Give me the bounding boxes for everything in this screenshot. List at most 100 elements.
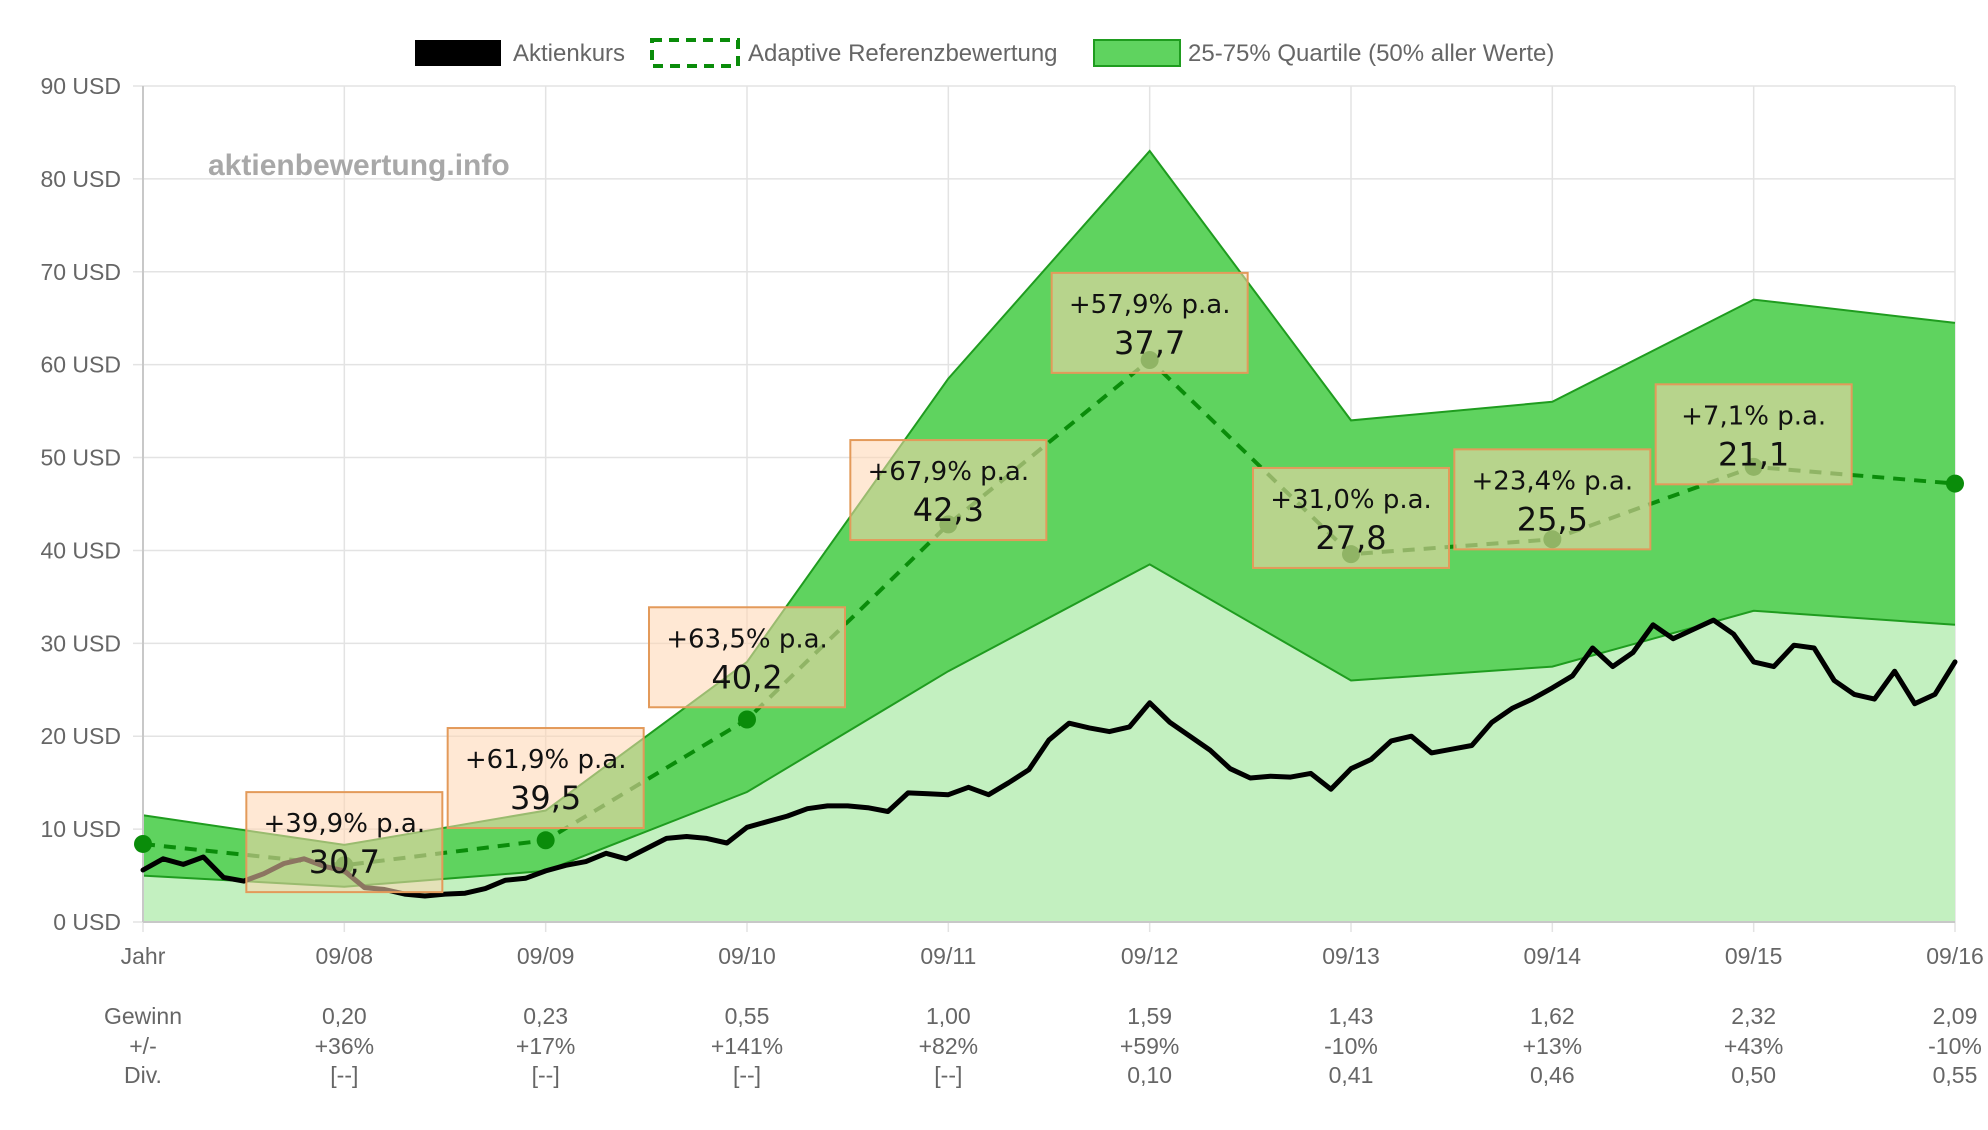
reference-line — [142, 357, 1956, 868]
quartile-band — [143, 151, 1955, 887]
y-tick-label: 40 USD — [40, 537, 121, 563]
y-tick-label: 20 USD — [40, 723, 121, 749]
annotation-rect — [648, 606, 846, 709]
annotation-box: +7,1% p.a. 21,1 — [1654, 383, 1853, 486]
annotation-box: +61,9% p.a. 39,5 — [446, 727, 645, 830]
x-tick-label: Jahr — [121, 943, 166, 969]
annotation-value: 40,2 — [711, 658, 782, 696]
x-tick-label: 09/15 — [1725, 943, 1783, 969]
legend-swatch-solid — [415, 40, 501, 66]
table-cell-div: 0,41 — [1329, 1062, 1374, 1088]
x-tick-label: 09/11 — [920, 943, 976, 969]
annotation-layer: +39,9% p.a. 30,7 +61,9% p.a. 39,5 +63,5% p.a… — [245, 271, 1853, 894]
legend-item[interactable]: 25-75% Quartile (50% aller Werte) — [1093, 39, 1554, 67]
legend-swatch-fill — [1093, 39, 1181, 67]
watermark-text: aktienbewertung.info — [208, 149, 510, 182]
annotation-rect — [849, 439, 1048, 542]
annotation-box: +31,0% p.a. 27,8 — [1252, 466, 1450, 569]
table-cell-gewinn: 2,32 — [1731, 1003, 1776, 1029]
table-cell-gewinn: 0,55 — [725, 1003, 770, 1029]
table-cell-change: -10% — [1324, 1033, 1378, 1059]
annotation-box: +67,9% p.a. 42,3 — [849, 439, 1048, 542]
price-line — [140, 617, 1958, 899]
annotation-rect — [1252, 466, 1450, 569]
legend-item[interactable]: Aktienkurs — [415, 40, 625, 67]
quartile-lower-edge — [142, 563, 1956, 888]
table-cell-div: [--] — [934, 1062, 962, 1088]
table-row-label: Div. — [124, 1062, 162, 1088]
annotation-value: 42,3 — [913, 491, 984, 529]
annotation-value: 27,8 — [1315, 519, 1386, 557]
y-tick-label: 70 USD — [40, 259, 121, 285]
legend-label: Adaptive Referenzbewertung — [748, 40, 1058, 67]
y-tick-label: 10 USD — [40, 816, 121, 842]
reference-point — [1946, 474, 1964, 493]
y-tick-label: 50 USD — [40, 445, 121, 471]
legend[interactable]: Aktienkurs Adaptive Referenzbewertung 25-7… — [415, 38, 1554, 68]
table-cell-change: +17% — [516, 1033, 575, 1059]
y-tick-label: 60 USD — [40, 352, 121, 378]
y-tick-label: 80 USD — [40, 166, 121, 192]
table-cell-gewinn: 0,20 — [322, 1003, 367, 1029]
earnings-table: Gewinn +/- Div. 0,20 +36% [--] 0,23 +17% [--] 0,5… — [104, 1003, 1982, 1088]
y-tick-label: 30 USD — [40, 630, 121, 656]
annotation-rate: +61,9% p.a. — [465, 745, 627, 775]
table-cell-div: [--] — [532, 1062, 560, 1088]
annotation-rect — [245, 791, 444, 894]
annotation-box: +39,9% p.a. 30,7 — [245, 791, 444, 894]
table-cell-div: 0,10 — [1127, 1062, 1172, 1088]
x-tick-label: 09/08 — [316, 943, 374, 969]
x-tick-label: 09/14 — [1524, 943, 1582, 969]
table-cell-change: +141% — [711, 1033, 783, 1059]
table-cell-div: 0,55 — [1933, 1062, 1978, 1088]
table-cell-div: 0,46 — [1530, 1062, 1575, 1088]
annotation-rect — [446, 727, 645, 830]
annotation-rate: +67,9% p.a. — [868, 457, 1030, 487]
table-cell-div: [--] — [733, 1062, 761, 1088]
x-tick-label: 09/10 — [718, 943, 776, 969]
legend-swatch-dashed — [650, 38, 740, 68]
annotation-value: 30,7 — [309, 843, 380, 881]
table-cell-div: [--] — [330, 1062, 358, 1088]
legend-label: Aktienkurs — [513, 40, 625, 67]
x-tick-label: 09/12 — [1121, 943, 1179, 969]
annotation-value: 25,5 — [1517, 500, 1588, 538]
annotation-rect — [1050, 271, 1249, 374]
table-cell-change: +82% — [919, 1033, 978, 1059]
table-cell-change: +59% — [1120, 1033, 1179, 1059]
annotation-rect — [1654, 383, 1853, 486]
x-tick-label: 09/09 — [517, 943, 575, 969]
reference-point — [134, 834, 152, 853]
annotation-rate: +23,4% p.a. — [1472, 466, 1634, 496]
reference-point — [536, 831, 555, 850]
legend-item[interactable]: Adaptive Referenzbewertung — [650, 38, 1058, 68]
annotation-value: 39,5 — [510, 779, 581, 817]
annotation-box: +57,9% p.a. 37,7 — [1050, 271, 1249, 374]
axes: 0 USD 10 USD 20 USD 30 USD 40 USD 50 USD 60 US… — [40, 73, 1983, 969]
table-cell-change: +13% — [1523, 1033, 1582, 1059]
annotation-rect — [1453, 448, 1652, 551]
annotation-rate: +31,0% p.a. — [1270, 485, 1432, 515]
table-cell-gewinn: 1,59 — [1127, 1003, 1172, 1029]
table-cell-gewinn: 2,09 — [1933, 1003, 1978, 1029]
annotation-rate: +7,1% p.a. — [1681, 401, 1826, 431]
y-tick-label: 0 USD — [53, 909, 121, 935]
table-row-label: +/- — [129, 1033, 156, 1059]
table-cell-gewinn: 0,23 — [523, 1003, 568, 1029]
legend-label: 25-75% Quartile (50% aller Werte) — [1188, 40, 1554, 67]
table-cell-change: +43% — [1724, 1033, 1783, 1059]
annotation-value: 37,7 — [1114, 324, 1185, 362]
table-cell-gewinn: 1,62 — [1530, 1003, 1575, 1029]
annotation-value: 21,1 — [1718, 435, 1789, 473]
x-tick-label: 09/13 — [1322, 943, 1380, 969]
table-row-label: Gewinn — [104, 1003, 182, 1029]
y-tick-label: 90 USD — [40, 73, 121, 99]
table-cell-div: 0,50 — [1731, 1062, 1776, 1088]
table-cell-change: +36% — [315, 1033, 374, 1059]
annotation-rate: +39,9% p.a. — [264, 809, 426, 839]
quartile-upper-edge — [142, 149, 1956, 846]
table-cell-gewinn: 1,00 — [926, 1003, 971, 1029]
annotation-box: +63,5% p.a. 40,2 — [648, 606, 846, 709]
